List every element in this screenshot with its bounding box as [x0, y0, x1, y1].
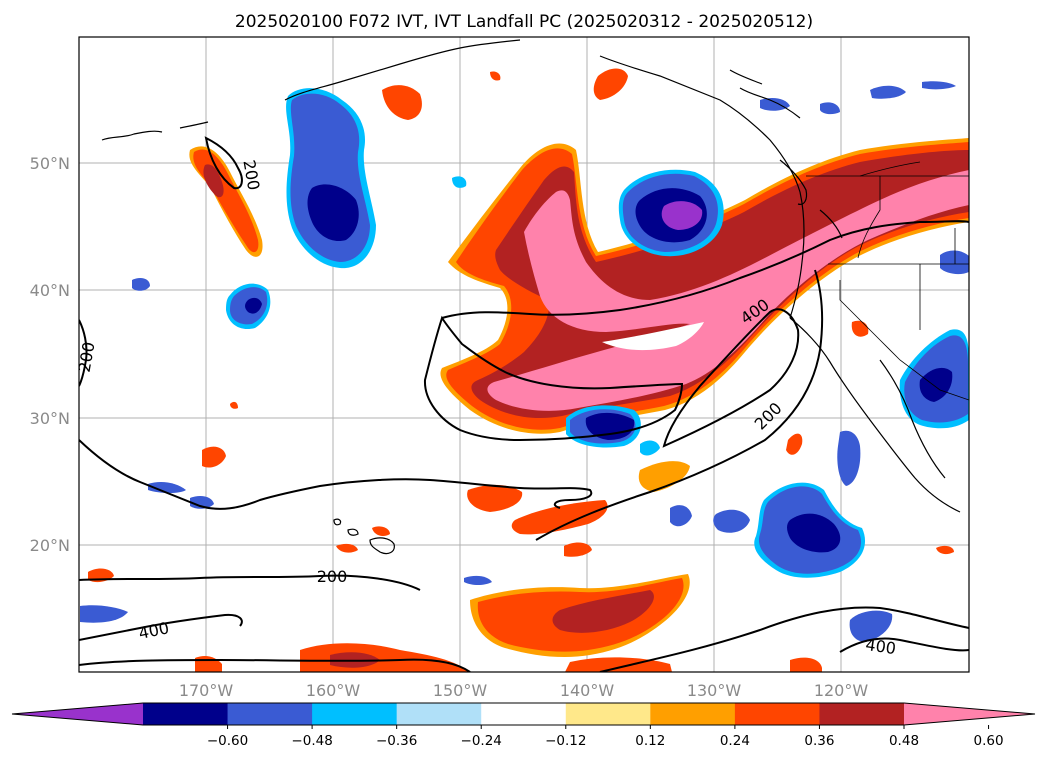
colorbar-tick-label: 0.24	[720, 733, 750, 749]
lat-label: 40°N	[30, 281, 70, 300]
colorbar-tick-label: −0.48	[291, 733, 332, 749]
borders	[806, 161, 969, 401]
positive-features	[88, 68, 954, 672]
colorbar: −0.60 −0.48 −0.36 −0.24 −0.12 0.12 0.24 0.36 0.4…	[11, 702, 1036, 749]
contour-label-200-south: 200	[317, 567, 348, 586]
ivt-contours	[79, 136, 969, 672]
map-frame	[78, 36, 970, 673]
colorbar-segment	[396, 703, 482, 725]
ar-plume-positive	[440, 138, 969, 434]
lon-labels: 170°W 160°W 150°W 140°W 130°W 120°W	[179, 681, 869, 700]
negative-features	[80, 81, 969, 642]
lat-label: 20°N	[30, 536, 70, 555]
lon-label: 130°W	[687, 681, 742, 700]
colorbar-tick-label: 0.60	[974, 733, 1004, 749]
colorbar-tick-label: −0.12	[545, 733, 586, 749]
colorbar-segment	[481, 703, 567, 725]
colorbar-segment	[650, 703, 736, 725]
colorbar-segment	[819, 703, 905, 725]
colorbar-segment	[312, 703, 398, 725]
colorbar-tick-label: 0.36	[804, 733, 834, 749]
colorbar-tick-label: 0.48	[889, 733, 919, 749]
colorbar-extend-min	[12, 703, 143, 725]
colorbar-extend-max	[904, 703, 1035, 725]
lon-label: 120°W	[814, 681, 869, 700]
colorbar-outline	[11, 702, 1036, 726]
lon-label: 150°W	[433, 681, 488, 700]
colorbar-segment	[565, 703, 651, 725]
lon-label: 140°W	[560, 681, 615, 700]
colorbar-tick-label: −0.36	[376, 733, 417, 749]
colorbar-segment	[227, 703, 313, 725]
lat-label: 50°N	[30, 154, 70, 173]
contour-label-400-southeast: 400	[864, 635, 897, 658]
colorbar-tick-label: −0.24	[461, 733, 502, 749]
map-title: 2025020100 F072 IVT, IVT Landfall PC (20…	[235, 12, 813, 32]
lon-label: 170°W	[179, 681, 234, 700]
contour-label-200-west: 200	[75, 340, 99, 373]
lon-label: 160°W	[306, 681, 361, 700]
colorbar-tick-label: 0.12	[635, 733, 665, 749]
lat-labels: 50°N 40°N 30°N 20°N	[30, 154, 70, 555]
lat-label: 30°N	[30, 409, 70, 428]
colorbar-segment	[143, 703, 229, 725]
colorbar-tick-label: −0.60	[207, 733, 248, 749]
colorbar-segment	[734, 703, 820, 725]
